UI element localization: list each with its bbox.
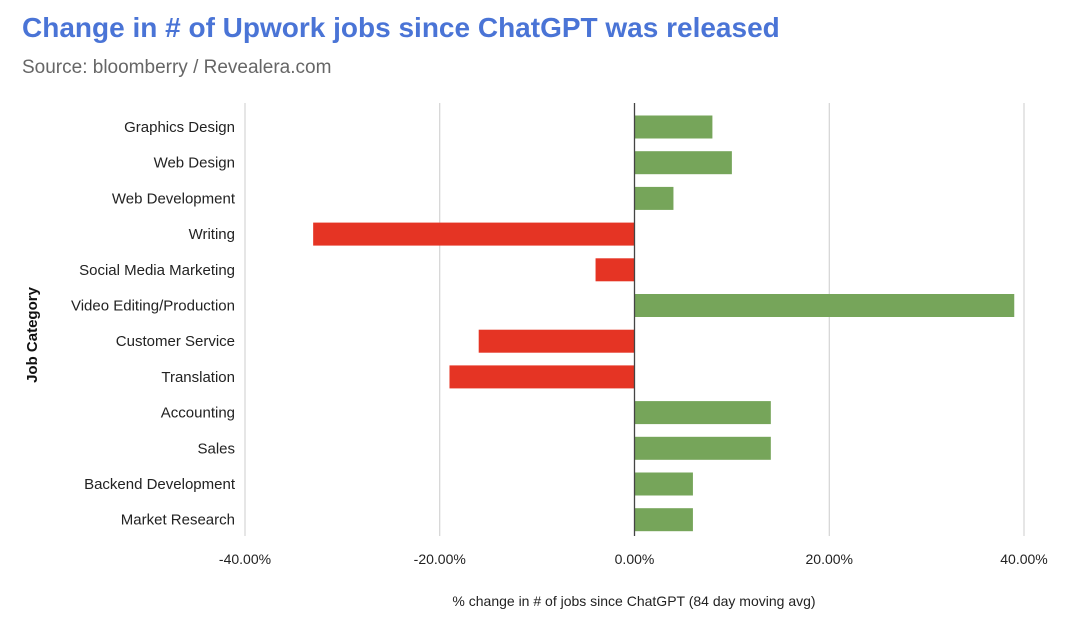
x-tick-label: -20.00% xyxy=(414,551,466,567)
gridlines xyxy=(244,103,1025,536)
x-tick-labels: -40.00% -20.00% 0.00% 20.00% 40.00% xyxy=(219,551,1048,567)
category-label: Market Research xyxy=(121,512,235,529)
bars xyxy=(313,115,1015,532)
category-label: Accounting xyxy=(161,405,235,422)
category-label: Web Development xyxy=(112,190,236,207)
chart-title: Change in # of Upwork jobs since ChatGPT… xyxy=(22,12,780,43)
bar xyxy=(478,329,635,353)
bar xyxy=(634,115,713,139)
x-tick-label: -40.00% xyxy=(219,551,271,567)
category-label: Video Editing/Production xyxy=(71,298,235,315)
bar xyxy=(449,365,635,389)
y-axis-title: Job Category xyxy=(24,286,41,383)
bar xyxy=(634,508,693,532)
category-label: Writing xyxy=(189,226,235,243)
bar xyxy=(595,258,635,282)
bar xyxy=(634,151,732,175)
bar xyxy=(634,472,693,496)
x-tick-label: 40.00% xyxy=(1000,551,1047,567)
category-label: Social Media Marketing xyxy=(79,262,235,279)
bar xyxy=(634,294,1015,317)
x-axis-title: % change in # of jobs since ChatGPT (84 … xyxy=(452,593,815,609)
bar xyxy=(634,401,771,425)
category-label: Customer Service xyxy=(116,333,235,350)
x-tick-label: 20.00% xyxy=(806,551,853,567)
category-label: Web Design xyxy=(154,155,235,172)
category-label: Translation xyxy=(161,369,235,386)
x-tick-label: 0.00% xyxy=(615,551,655,567)
bar xyxy=(634,186,674,210)
category-labels: Graphics Design Web Design Web Development… xyxy=(71,119,236,529)
bar xyxy=(634,436,771,460)
category-label: Sales xyxy=(197,440,235,457)
bar xyxy=(313,222,635,246)
category-label: Graphics Design xyxy=(124,119,235,136)
category-label: Backend Development xyxy=(84,476,236,493)
chart-subtitle: Source: bloomberry / Revealera.com xyxy=(22,57,332,78)
